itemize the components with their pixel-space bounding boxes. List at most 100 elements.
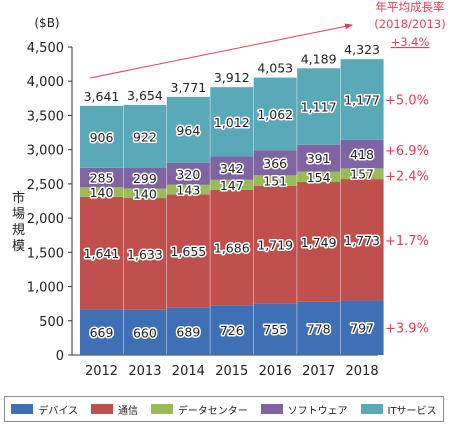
bar-segment (297, 68, 341, 145)
bar-segment (297, 182, 341, 302)
bar-segment (253, 77, 297, 151)
cagr-total: +3.4% (391, 35, 430, 49)
bar-segment (210, 156, 254, 180)
total-label: 3,641 (84, 89, 120, 104)
data-label: 1,117 (301, 100, 337, 115)
bar-segment (340, 179, 384, 301)
data-label: 1,686 (214, 241, 250, 256)
data-label: 1,177 (344, 92, 380, 107)
total-label: 4,323 (344, 42, 380, 57)
bar-segment (210, 305, 254, 355)
bar-segment (166, 184, 210, 195)
legend-swatch (360, 404, 383, 414)
data-label: 320 (176, 167, 200, 182)
legend-swatch (11, 404, 34, 414)
axes-layer: 0 500 1,000 1,500 2,000 2,500 3,000 3,500 4,000 4… (12, 16, 379, 379)
legend-swatch (150, 404, 173, 414)
legend-item: ITサービス (360, 402, 437, 417)
total-label: 3,912 (214, 70, 250, 85)
bar-segment (166, 194, 210, 308)
bar-segment (123, 309, 167, 355)
total-label: 3,771 (170, 80, 206, 95)
cagr-header-title: 年平均成長率 (376, 0, 445, 14)
y-tick-label: 2,000 (27, 212, 64, 227)
data-label: 285 (90, 171, 114, 186)
data-label: 151 (263, 174, 287, 189)
x-tick-label: 2012 (85, 364, 118, 379)
data-label: 778 (307, 321, 331, 336)
legend-item: デバイス (11, 402, 78, 417)
legend-item: 通信 (90, 402, 138, 417)
data-label: 689 (176, 324, 200, 339)
legend-item: データセンター (150, 402, 248, 417)
bar-segment (210, 87, 254, 157)
data-label: 342 (220, 161, 244, 176)
data-label: 1,633 (127, 247, 163, 262)
legend: デバイス 通信 データセンター ソフトウェア ITサービス (4, 396, 444, 422)
annotation-layer: 年平均成長率 (2018/2013) +3.4% +3.9% +1.7% +2.4% +6.… (89, 0, 446, 337)
bar-segment (297, 144, 341, 172)
data-label: 140 (90, 185, 114, 200)
y-axis-title: 市場規模 (12, 190, 25, 254)
x-tick-label: 2018 (346, 364, 379, 379)
bar-segment (166, 96, 210, 163)
cagr-label: +5.0% (385, 93, 429, 108)
bar-segment (253, 150, 297, 176)
y-axis-title-char: 規 (12, 223, 25, 238)
data-label: 140 (133, 186, 157, 201)
y-tick-label: 0 (56, 349, 64, 364)
bars-layer (80, 59, 384, 355)
y-tick-label: 500 (39, 315, 64, 330)
bar-segment (123, 168, 167, 189)
data-label: 669 (90, 325, 114, 340)
bar-segment (123, 198, 167, 310)
legend-swatch (90, 404, 113, 414)
data-label: 1,641 (84, 246, 120, 261)
y-axis-title-char: 市 (12, 190, 25, 206)
bar-segment (340, 300, 384, 355)
cagr-header-period: (2018/2013) (374, 17, 445, 31)
y-tick-label: 2,500 (27, 178, 64, 193)
data-label: 157 (350, 167, 374, 182)
bar-segment (297, 171, 341, 183)
legend-item: ソフトウェア (260, 402, 348, 417)
data-label: 755 (263, 322, 287, 337)
data-label: 797 (350, 321, 374, 336)
data-label: 299 (133, 171, 157, 186)
data-label: 1,749 (301, 235, 337, 250)
data-label: 147 (220, 178, 244, 193)
data-label: 1,773 (344, 233, 380, 248)
stacked-bar-chart: 0 500 1,000 1,500 2,000 2,500 3,000 3,500 4,000 4… (12, 0, 446, 379)
bar-segment (253, 175, 297, 186)
bar-segment (166, 307, 210, 355)
legend-label: ソフトウェア (287, 405, 348, 417)
data-label: 922 (133, 129, 157, 144)
total-label: 4,189 (301, 51, 337, 66)
data-label: 1,012 (214, 115, 250, 130)
legend-label: データセンター (177, 405, 248, 417)
bar-segment (80, 196, 123, 310)
data-label: 1,719 (257, 237, 293, 252)
y-tick-label: 1,500 (27, 246, 64, 261)
cagr-label: +2.4% (385, 170, 429, 185)
x-tick-label: 2014 (172, 364, 205, 379)
y-tick-label: 4,500 (27, 41, 64, 56)
data-label: 660 (133, 325, 157, 340)
bar-segment (340, 59, 384, 140)
data-label: 143 (176, 183, 200, 198)
labels-layer: 6691,6411402859063,6416601,6331402999223… (82, 42, 381, 342)
x-tick-label: 2016 (259, 364, 292, 379)
bar-segment (253, 303, 297, 355)
data-label: 391 (307, 151, 331, 166)
data-label: 366 (263, 156, 287, 171)
total-label: 4,053 (257, 61, 293, 76)
bar-segment (210, 189, 254, 306)
bar-segment (210, 179, 254, 190)
bar-segment (80, 167, 123, 188)
data-label: 1,062 (257, 107, 293, 122)
x-tick-label: 2013 (128, 364, 161, 379)
data-label: 726 (220, 323, 244, 338)
x-tick-label: 2015 (215, 364, 248, 379)
data-label: 154 (307, 170, 331, 185)
